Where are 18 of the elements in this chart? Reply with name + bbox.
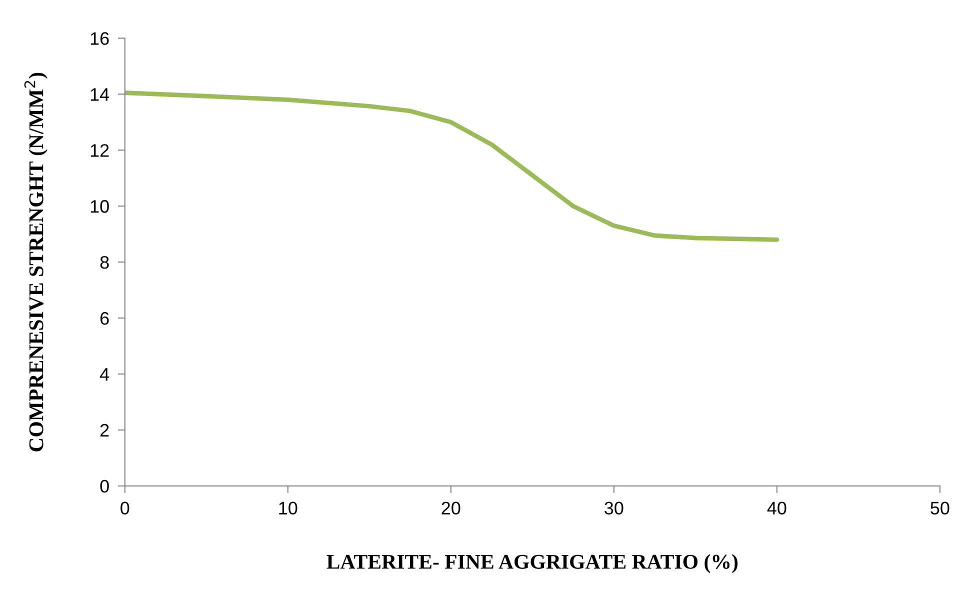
x-tick-label: 20 [442,502,460,514]
x-tick-label: 30 [604,502,624,514]
line-series [124,90,780,242]
x-tick-label: 10 [279,502,298,514]
y-tick-label: 14 [90,88,110,101]
y-tick-label: 2 [100,424,109,437]
x-axis-title: LATERITE- FINE AGGRIGATE RATIO (%) [326,554,738,574]
y-tick-label: 10 [90,200,109,213]
y-tick-label: 4 [100,368,110,381]
y-tick-label: 12 [90,144,109,157]
y-axis-title: COMPRENESIVE STRENGHT (N/MM$^{2}$) [24,72,48,452]
y-tick-label: 16 [90,32,109,45]
x-tick-label: 0 [120,502,130,514]
x-tick-label: 40 [767,502,786,514]
y-tick-label: 6 [100,312,109,325]
y-tick-label: 8 [100,256,109,269]
y-tick-label: 0 [100,480,109,493]
x-tick-label: 50 [930,502,950,514]
